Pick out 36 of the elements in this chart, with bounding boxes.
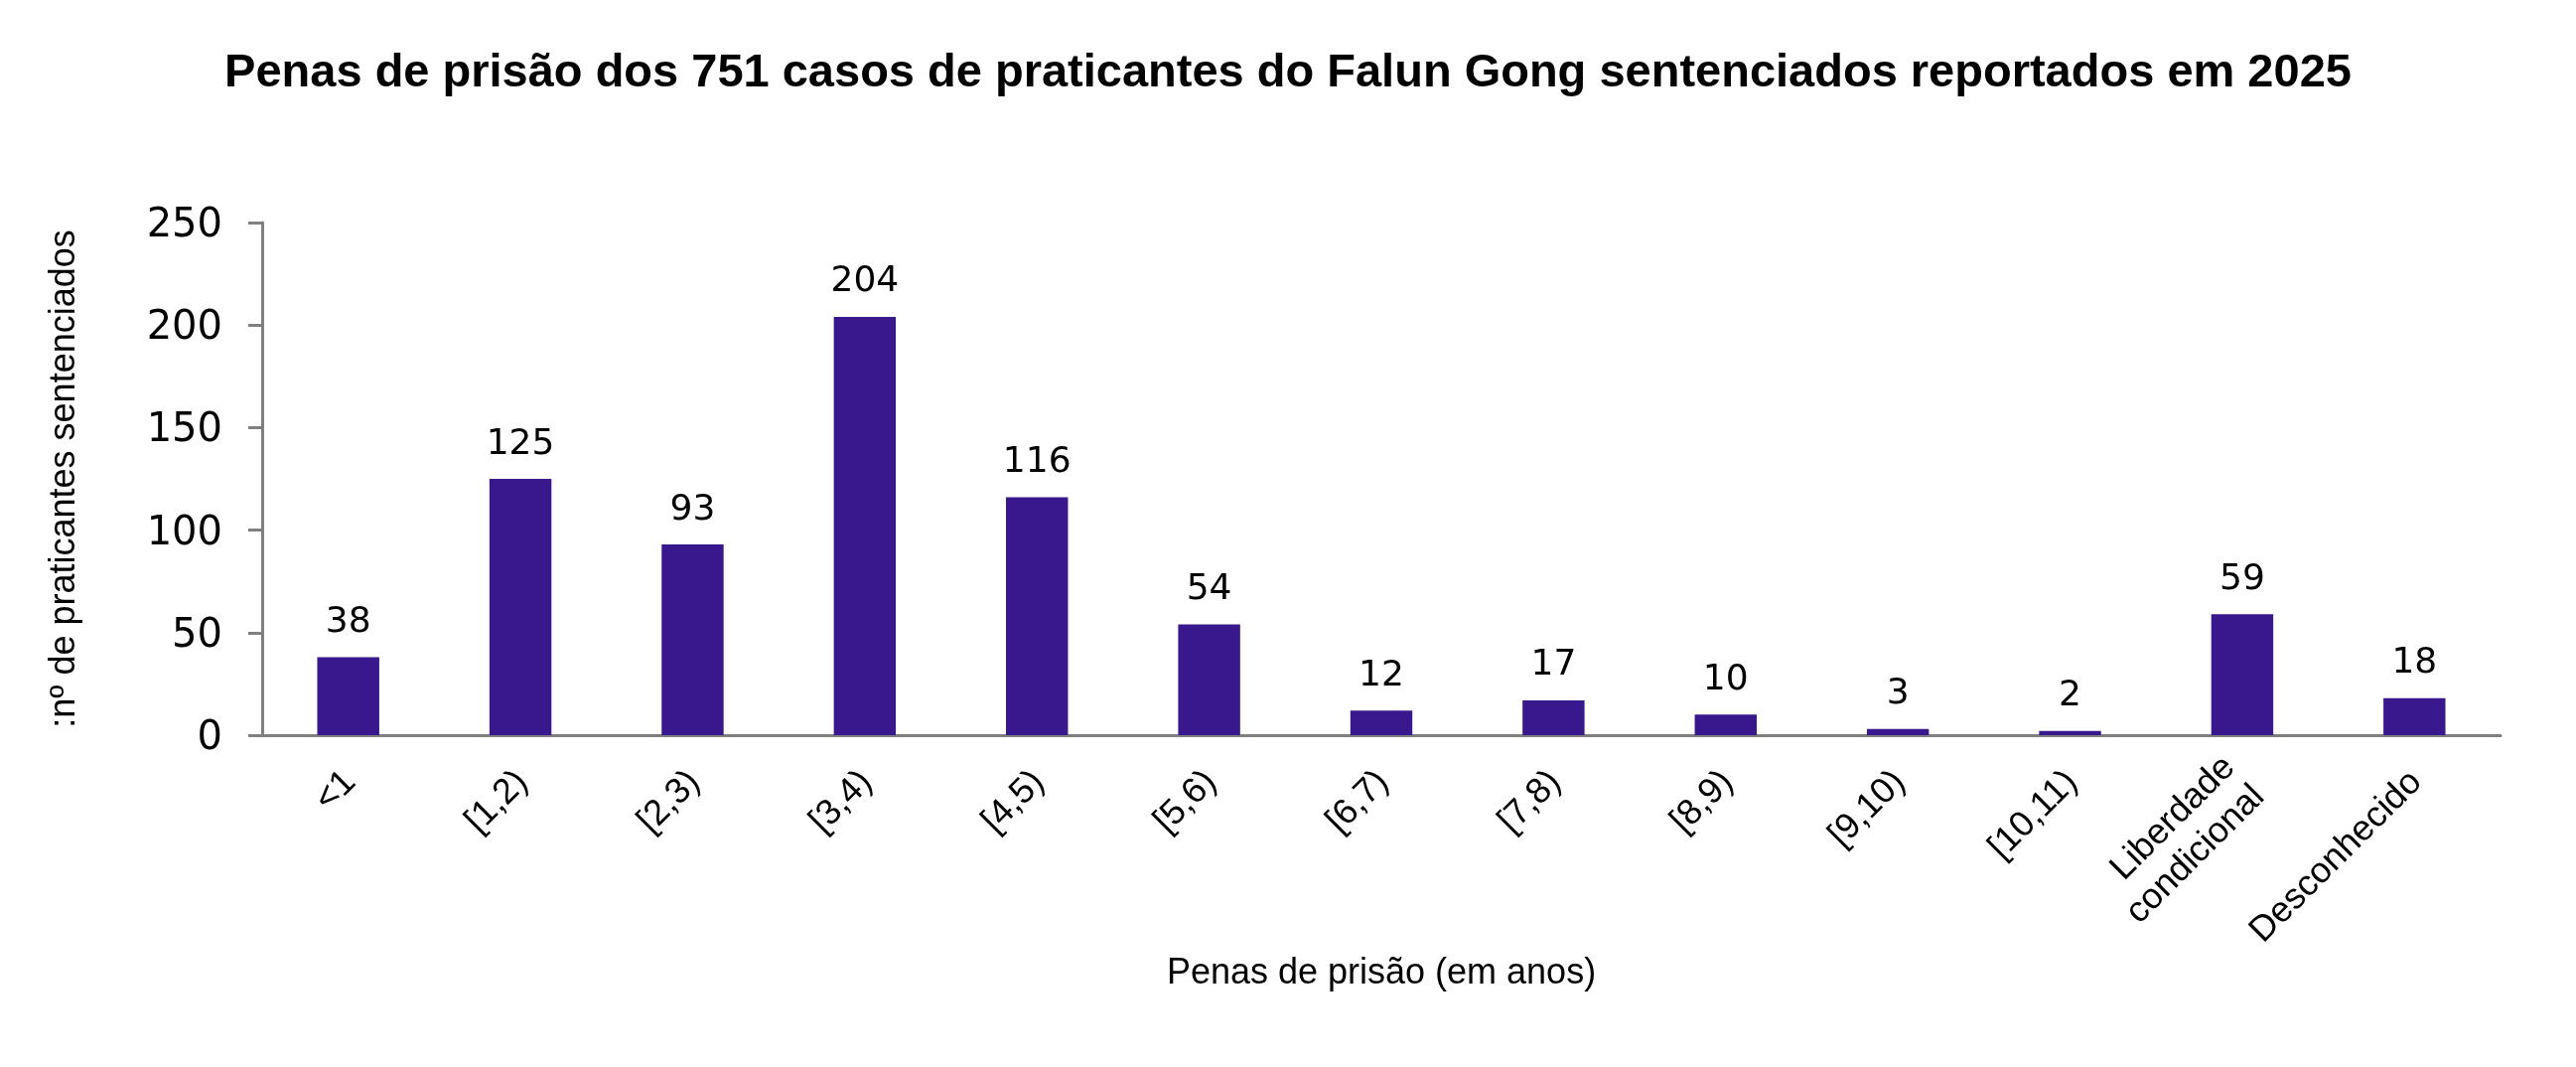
y-tick-label: 150 bbox=[146, 404, 222, 451]
y-tick-label: 100 bbox=[146, 507, 222, 553]
x-axis-title: Penas de prisão (em anos) bbox=[1166, 950, 1597, 991]
data-label: 12 bbox=[1359, 652, 1404, 693]
data-label: 59 bbox=[2219, 555, 2265, 597]
bar bbox=[661, 544, 724, 735]
data-label: 204 bbox=[830, 258, 900, 300]
bar bbox=[833, 316, 897, 735]
bar bbox=[489, 479, 552, 735]
x-tick-label: <1 bbox=[305, 760, 363, 819]
data-label: 54 bbox=[1186, 566, 1232, 608]
data-label: 10 bbox=[1702, 656, 1749, 697]
bar bbox=[1006, 497, 1069, 735]
bar bbox=[1694, 714, 1757, 735]
bar bbox=[2383, 697, 2446, 735]
y-tick-label: 250 bbox=[146, 200, 222, 245]
data-label: 125 bbox=[486, 420, 555, 462]
chart-title: Penas de prisão dos 751 casos de praticantes do Falun Gong sentenciados reportados em 2025 bbox=[224, 44, 2352, 96]
data-label: 2 bbox=[2059, 673, 2081, 714]
data-label: 93 bbox=[669, 486, 716, 528]
data-label: 17 bbox=[1530, 642, 1577, 684]
bar bbox=[317, 657, 379, 735]
bar bbox=[1178, 624, 1240, 735]
data-label: 18 bbox=[2391, 640, 2438, 682]
y-tick-label: 0 bbox=[197, 712, 222, 758]
data-label: 3 bbox=[1886, 671, 1910, 712]
bar bbox=[2039, 730, 2101, 735]
y-axis-title: :nº de praticantes sentenciados bbox=[41, 229, 82, 728]
bar bbox=[1522, 699, 1585, 735]
data-label: 38 bbox=[325, 599, 371, 641]
bar bbox=[1350, 710, 1413, 735]
bar bbox=[1866, 728, 1930, 735]
y-tick-label: 200 bbox=[146, 302, 222, 349]
bar bbox=[2211, 614, 2274, 735]
y-tick-label: 50 bbox=[172, 609, 222, 656]
data-label: 116 bbox=[1002, 439, 1072, 481]
